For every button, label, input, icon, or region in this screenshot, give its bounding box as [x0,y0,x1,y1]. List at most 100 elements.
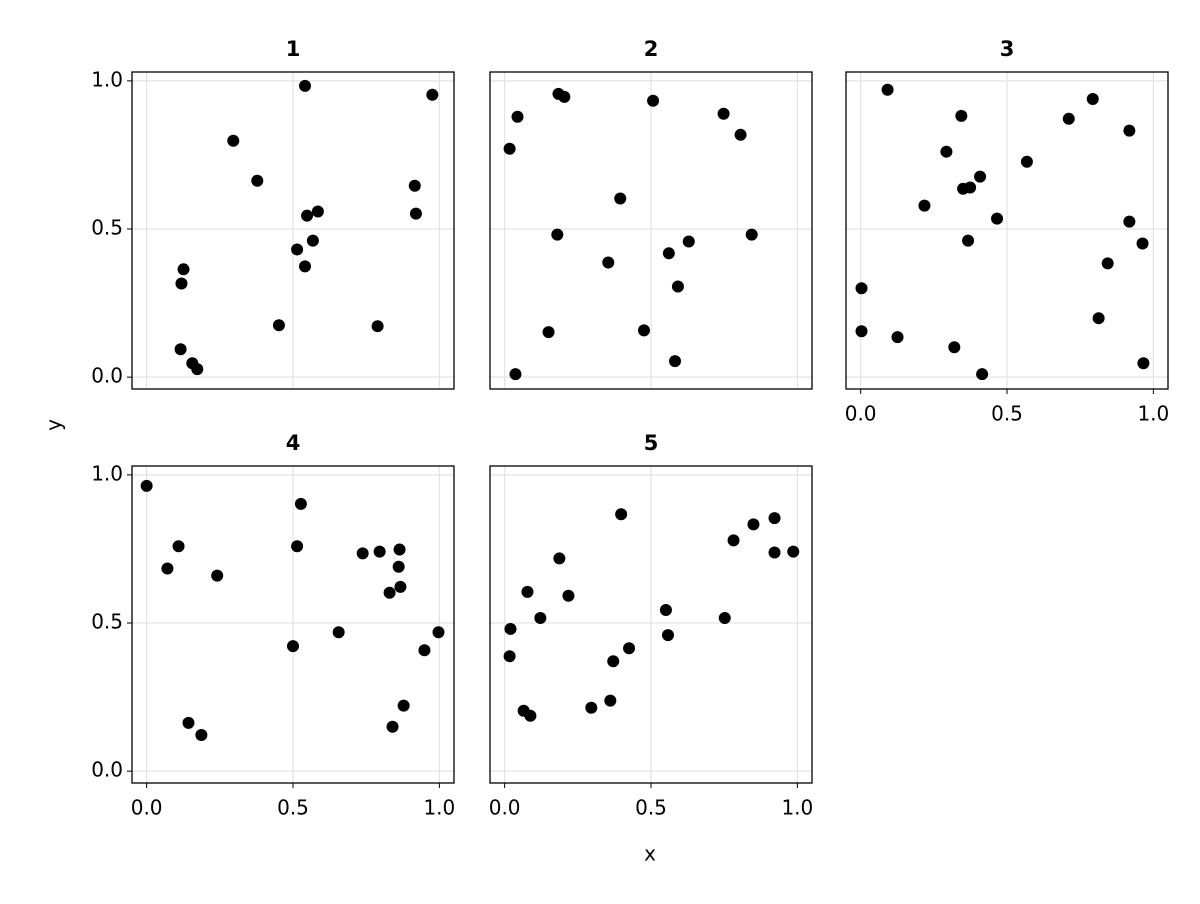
scatter-point [558,90,571,103]
scatter-point [855,282,868,295]
scatter-point [671,280,684,293]
x-tick-label: 1.0 [423,796,455,820]
scatter-point [272,319,285,332]
panel: 1 0.0 0.5 1.0 [91,37,455,390]
scatter-point [1062,112,1075,125]
scatter-point [669,355,682,368]
scatter-point [647,94,660,107]
scatter-point [432,626,445,639]
scatter-point [386,720,399,733]
scatter-point [855,325,868,338]
scatter-point [332,626,345,639]
scatter-point [991,212,1004,225]
scatter-point [524,709,537,722]
x-tick-label: 0.5 [277,796,309,820]
scatter-point [585,701,598,714]
scatter-point [1137,357,1150,370]
scatter-point [891,331,904,344]
panel: 2 [489,37,813,390]
panel: 4 0.0 0.5 1.0 0.0 0.5 1.0 [91,431,455,820]
scatter-point [521,585,534,598]
x-tick-label: 0.0 [489,796,521,820]
scatter-point [1123,124,1136,137]
scatter-point [251,174,264,187]
scatter-point [1086,92,1099,105]
scatter-point [768,546,781,559]
scatter-point [371,320,384,333]
y-axis-label: y [42,419,66,431]
scatter-point [174,343,187,356]
scatter-point [503,142,516,155]
x-tick-label: 0.0 [845,402,877,426]
panel-title: 2 [644,37,659,61]
axes-frame [131,71,455,390]
scatter-point [940,145,953,158]
scatter-point [311,205,324,218]
scatter-point [948,341,961,354]
scatter-point [1136,237,1149,250]
y-tick-label: 0.0 [91,364,123,388]
scatter-point [161,562,174,575]
scatter-point [955,109,968,122]
scatter-point [1123,215,1136,228]
scatter-point [637,324,650,337]
scatter-point [607,655,620,668]
scatter-point [511,110,524,123]
panel-title: 1 [286,37,301,61]
scatter-point [661,629,674,642]
scatter-point [659,603,672,616]
scatter-point [393,543,406,556]
scatter-point [717,107,730,120]
scatter-point [182,716,195,729]
scatter-point [553,552,566,565]
scatter-point [534,611,547,624]
scatter-point [195,729,208,742]
scatter-point [191,363,204,376]
scatter-point [504,622,517,635]
scatter-point [299,260,312,273]
scatter-point [172,540,185,553]
scatter-point [787,545,800,558]
scatter-point [962,234,975,247]
scatter-point [509,368,522,381]
y-tick-label: 1.0 [91,67,123,91]
x-tick-label: 1.0 [781,796,813,820]
scatter-point [682,235,695,248]
x-tick-label: 1.0 [1137,402,1169,426]
scatter-point [291,243,304,256]
scatter-point [745,228,758,241]
scatter-point [408,179,421,192]
y-tick-label: 1.0 [91,461,123,485]
scatter-point [542,326,555,339]
scatter-point [175,277,188,290]
scatter-point [623,642,636,655]
panel: 5 0.0 0.5 1.0 [489,431,814,820]
scatter-point [373,545,386,558]
panel: 3 0.0 0.5 1.0 [845,37,1170,426]
scatter-point [299,79,312,92]
scatter-point [211,569,224,582]
scatter-point [727,534,740,547]
scatter-point [287,640,299,653]
panel-title: 3 [1000,37,1015,61]
scatter-point [747,518,760,531]
scatter-point [1092,312,1105,325]
scatter-point [602,256,615,269]
scatter-point [397,699,410,712]
scatter-point [1020,155,1033,168]
y-tick-label: 0.5 [91,610,123,634]
x-tick-label: 0.0 [131,796,163,820]
scatter-point [562,589,575,602]
scatter-point [976,368,989,381]
axes-frame [489,71,813,390]
scatter-point [356,547,369,560]
scatter-point [306,234,319,247]
scatter-point [768,512,781,525]
panel-title: 5 [644,431,659,455]
scatter-point [881,83,894,96]
scatter-point [301,209,314,222]
scatter-point [662,247,675,260]
scatter-point [964,181,977,194]
scatter-point [615,508,628,521]
